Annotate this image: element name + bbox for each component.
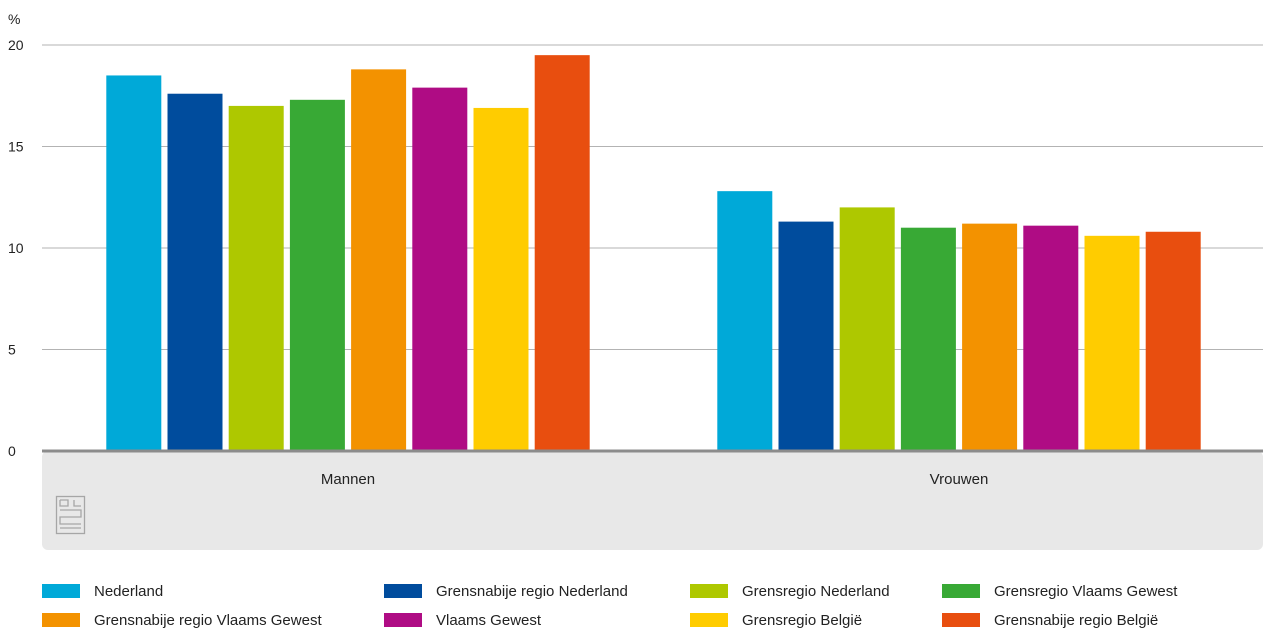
bar [289,99,345,451]
legend-item: Grensnabije regio Vlaams Gewest [42,609,322,631]
bar [1023,225,1079,451]
legend-label: Grensnabije regio België [994,611,1159,629]
y-tick-label: 10 [8,240,24,256]
bar [106,75,162,451]
legend-item: Grensnabije regio België [942,609,1158,631]
bar [1084,235,1140,451]
y-tick-label: 0 [8,443,16,459]
legend-item: Vlaams Gewest [384,609,541,631]
unit-label: % [8,11,20,27]
y-axis-ticks: 0 5 10 15 20 [8,37,24,459]
y-tick-label: 15 [8,139,24,155]
legend-item: Grensregio Vlaams Gewest [942,580,1177,602]
x-category-label: Vrouwen [930,471,989,488]
legend-item: Nederland [42,580,163,602]
bar [167,93,223,451]
bar [1145,231,1201,451]
legend-label: Grensnabije regio Vlaams Gewest [94,611,322,629]
legend-label: Grensregio Nederland [742,582,890,600]
bar-chart: % 0 5 10 15 20 Mannen Vrouwen [8,11,1263,550]
bar [228,105,284,452]
legend-label: Grensregio België [742,611,863,629]
bar [351,69,407,452]
legend-swatch [384,613,422,627]
legend-label: Grensnabije regio Nederland [436,582,628,600]
bar [962,223,1018,451]
cbs-logo-icon [55,495,86,535]
x-axis-categories: Mannen Vrouwen [321,471,988,488]
bar [778,221,834,451]
legend-item: Grensnabije regio Nederland [384,580,628,602]
bar [839,207,895,451]
y-tick-label: 5 [8,342,16,358]
category-band [42,451,1263,550]
legend-swatch [690,584,728,598]
x-category-label: Mannen [321,471,375,488]
bar [900,227,956,451]
legend-label: Grensregio Vlaams Gewest [994,582,1178,600]
legend-swatch [42,584,80,598]
legend-item: Grensregio Nederland [690,580,890,602]
legend-swatch [690,613,728,627]
legend-swatch [942,613,980,627]
legend-swatch [942,584,980,598]
bar [534,55,590,452]
bar [473,107,529,452]
bar [412,87,468,451]
y-tick-label: 20 [8,37,24,53]
legend-label: Vlaams Gewest [436,611,542,629]
bar [717,191,773,451]
legend-swatch [384,584,422,598]
legend-swatch [42,613,80,627]
legend-item: Grensregio België [690,609,862,631]
gridlines [42,44,1263,350]
legend: Nederland Grensnabije regio Nederland Gren… [42,580,1257,631]
legend-label: Nederland [94,582,164,600]
bars [106,55,1201,452]
